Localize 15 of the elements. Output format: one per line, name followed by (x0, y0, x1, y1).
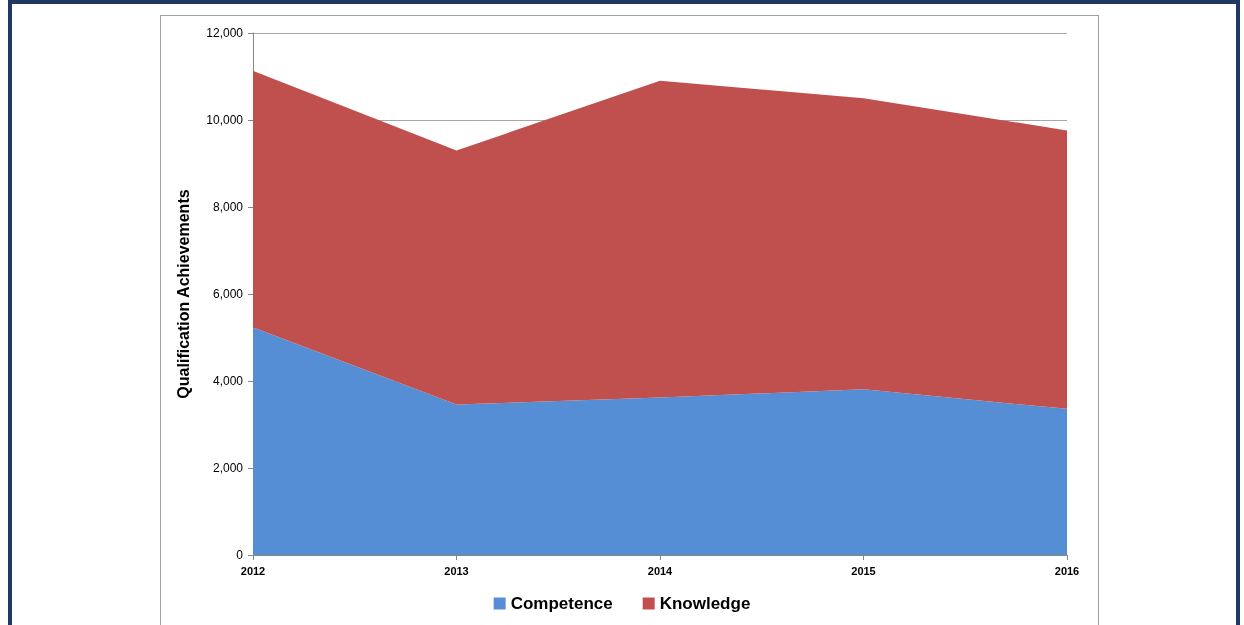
x-tick-label: 2015 (851, 564, 876, 577)
y-axis-title: Qualification Achievements (174, 189, 192, 399)
y-tick-label: 6,000 (212, 287, 244, 301)
x-tick-label: 2014 (647, 564, 674, 577)
y-tick-label: 12,000 (206, 26, 244, 40)
y-tick-label: 10,000 (206, 113, 244, 127)
legend-label: Competence (510, 594, 613, 613)
y-tick-label: 0 (236, 548, 244, 562)
y-tick-label: 8,000 (212, 200, 244, 214)
x-tick-label: 2016 (1054, 564, 1080, 577)
y-tick-label: 4,000 (212, 374, 244, 388)
y-tick-label: 2,000 (212, 461, 244, 475)
x-tick-label: 2013 (444, 564, 469, 577)
legend-label: Knowledge (659, 594, 751, 613)
x-tick-label: 2012 (240, 564, 266, 577)
